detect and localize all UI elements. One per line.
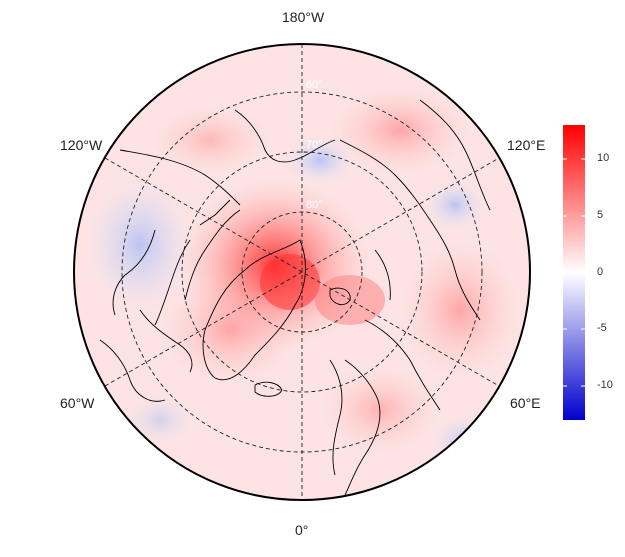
hot-spot-core — [260, 254, 320, 310]
map-boundary — [73, 43, 531, 501]
lon-label-top: 180°W — [282, 9, 325, 25]
colorbar-tick-label: 0 — [597, 266, 604, 278]
greenland-coast — [202, 239, 306, 381]
colorbar-tick-label: 10 — [597, 152, 610, 164]
warm-anomaly-northwest — [150, 105, 270, 175]
warm-anomaly-north — [330, 85, 470, 175]
meridian-60w-120e — [104, 157, 500, 387]
lat-label-80: 80° — [306, 199, 323, 211]
lon-label-upper-left: 120°W — [60, 137, 103, 153]
archipelago-coast — [154, 199, 241, 326]
kamchatka-coast — [419, 99, 491, 211]
cool-anomaly-southwest — [125, 395, 195, 445]
cool-anomaly-southeast — [430, 415, 510, 465]
lat-ring-70 — [181, 151, 423, 393]
lon-label-lower-left: 60°W — [60, 395, 95, 411]
colorbar-tick-label: -10 — [597, 379, 613, 391]
alaska-coast — [234, 109, 336, 163]
colorbar-tick-marks — [563, 158, 585, 387]
lon-label-upper-right: 120°E — [507, 137, 546, 153]
cool-anomaly-east — [425, 180, 485, 230]
colorbar-gradient — [563, 125, 585, 420]
coastlines — [99, 99, 491, 496]
north-america-coast — [112, 149, 241, 316]
warm-anomaly-east — [400, 240, 520, 380]
siberia-coast — [339, 139, 481, 321]
lon-label-bottom: 0° — [295, 522, 309, 538]
russia-arctic-coast — [364, 319, 441, 411]
colorbar-tick-label: -5 — [597, 322, 607, 334]
scandinavia-coast — [329, 359, 381, 496]
anomaly-field — [74, 44, 530, 500]
lon-label-lower-right: 60°E — [510, 395, 541, 411]
lat-label-60: 60° — [306, 79, 323, 91]
hudson-labrador-coast — [99, 309, 193, 402]
iceland-coast — [254, 381, 283, 397]
novaya-zemlya-coast — [374, 249, 391, 301]
colorbar-tick-label: 5 — [597, 209, 604, 221]
latitude-labels: 80° 70° 60° — [306, 79, 323, 211]
lat-label-70: 70° — [306, 139, 323, 151]
cool-anomaly-west — [85, 175, 195, 315]
graticule — [104, 44, 500, 500]
